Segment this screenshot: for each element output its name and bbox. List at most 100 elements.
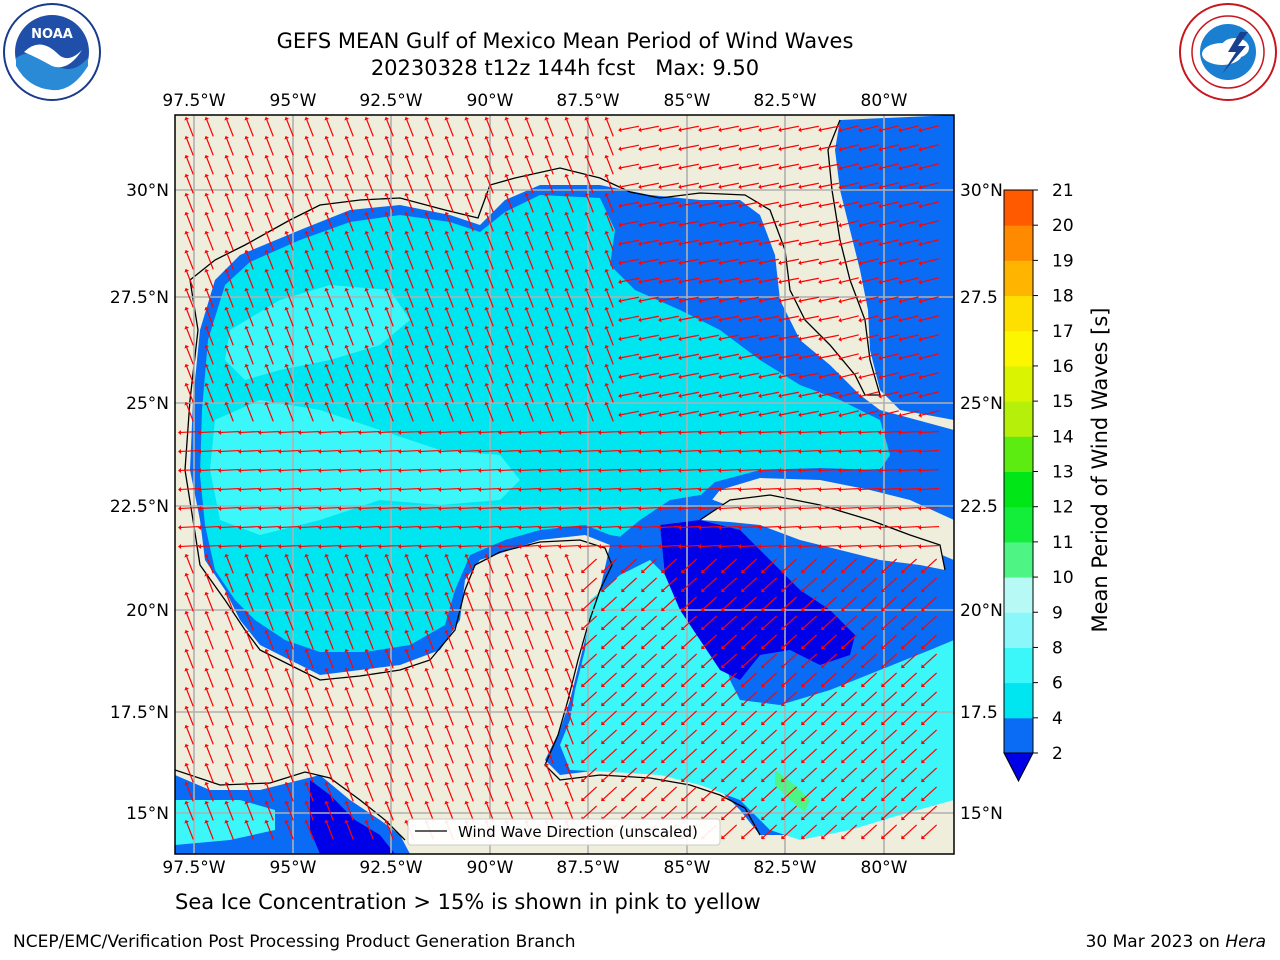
wind-arrow xyxy=(184,230,194,251)
wind-arrow xyxy=(224,762,234,783)
wind-arrow xyxy=(538,524,560,530)
wind-arrow xyxy=(918,277,939,285)
wind-arrow xyxy=(278,543,300,549)
wind-arrow xyxy=(921,596,938,612)
wind-arrow xyxy=(661,767,678,783)
wind-arrow xyxy=(498,524,520,530)
wind-arrow xyxy=(698,239,719,247)
wind-arrow xyxy=(484,325,494,346)
wind-arrow xyxy=(304,553,314,574)
wind-arrow xyxy=(258,505,280,511)
colorbar-segment xyxy=(1004,612,1033,648)
wind-arrow xyxy=(364,819,374,840)
wind-arrow xyxy=(858,334,879,342)
wind-arrow xyxy=(918,429,940,435)
wind-arrow xyxy=(618,315,639,323)
wind-arrow xyxy=(404,610,414,631)
wind-arrow xyxy=(661,577,678,593)
wind-arrow xyxy=(204,287,214,308)
wind-arrow xyxy=(544,344,554,365)
wind-arrow xyxy=(564,211,574,232)
wind-arrow xyxy=(324,610,334,631)
wind-arrow xyxy=(204,591,214,612)
wind-arrow xyxy=(678,505,700,511)
wind-arrow xyxy=(184,572,194,593)
wind-arrow xyxy=(721,748,738,764)
wind-arrow xyxy=(544,173,554,194)
wind-arrow xyxy=(224,116,234,137)
wind-arrow xyxy=(801,786,818,802)
wind-arrow xyxy=(218,543,240,549)
wind-arrow xyxy=(424,211,434,232)
wind-arrow xyxy=(444,686,454,707)
wind-arrow xyxy=(344,572,354,593)
wind-arrow xyxy=(364,724,374,745)
wind-arrow xyxy=(661,653,678,669)
coastline-pacific xyxy=(175,769,406,841)
wind-arrow xyxy=(658,467,680,473)
wind-arrow xyxy=(918,372,939,380)
wind-arrow xyxy=(324,211,334,232)
wind-arrow xyxy=(841,672,858,688)
wind-arrow xyxy=(678,125,699,133)
footer-producer: NCEP/EMC/Verification Post Processing Pr… xyxy=(13,932,576,952)
wind-arrow xyxy=(701,615,718,631)
wind-arrow xyxy=(304,116,314,137)
wind-arrow xyxy=(581,748,598,764)
wind-arrow xyxy=(398,448,420,454)
wind-arrow xyxy=(778,372,799,380)
wind-arrow xyxy=(204,173,214,194)
wind-arrow xyxy=(878,334,899,342)
wind-arrow xyxy=(801,653,818,669)
wind-arrow xyxy=(658,334,679,342)
wind-arrow xyxy=(858,144,879,152)
wind-arrow xyxy=(738,448,760,454)
wind-arrow xyxy=(404,648,414,669)
wind-arrow xyxy=(781,710,798,726)
wind-arrow xyxy=(781,786,798,802)
wind-arrow xyxy=(264,268,274,289)
wind-arrow xyxy=(244,553,254,574)
wind-arrow xyxy=(718,543,740,549)
wind-arrow xyxy=(761,577,778,593)
wind-arrow xyxy=(518,524,540,530)
lat-tick-left: 15°N xyxy=(126,804,169,824)
wind-arrow xyxy=(761,672,778,688)
wind-arrow xyxy=(504,667,514,688)
wind-arrow xyxy=(638,543,660,549)
wind-arrow xyxy=(504,249,514,270)
wind-arrow xyxy=(184,819,194,840)
wind-arrow xyxy=(584,344,594,365)
wind-arrow xyxy=(424,192,434,213)
legend-label: Wind Wave Direction (unscaled) xyxy=(458,823,698,841)
wind-arrow xyxy=(338,429,360,435)
wind-arrow xyxy=(484,743,494,764)
wind-arrow xyxy=(364,306,374,327)
wind-arrow xyxy=(584,173,594,194)
colorbar-tick: 13 xyxy=(1052,463,1074,483)
wind-arrow xyxy=(821,615,838,631)
wind-arrow xyxy=(384,591,394,612)
wind-arrow xyxy=(838,201,859,209)
wind-arrow xyxy=(504,686,514,707)
wind-arrow xyxy=(621,558,638,574)
wind-arrow xyxy=(238,467,260,473)
wind-arrow xyxy=(304,629,314,650)
sea-ice-note: Sea Ice Concentration > 15% is shown in … xyxy=(175,890,1135,914)
wind-arrow xyxy=(424,591,434,612)
wind-arrow xyxy=(741,805,758,821)
wind-arrow xyxy=(384,211,394,232)
wind-arrow xyxy=(344,173,354,194)
wind-arrow xyxy=(721,558,738,574)
wind-arrow xyxy=(438,429,460,435)
wind-arrow xyxy=(264,705,274,726)
wind-arrow xyxy=(721,653,738,669)
wind-arrow xyxy=(598,524,620,530)
wind-arrow xyxy=(621,786,638,802)
wind-arrow xyxy=(821,577,838,593)
wind-arrow xyxy=(464,401,474,422)
wind-arrow xyxy=(264,173,274,194)
wind-arrow xyxy=(524,743,534,764)
wind-arrow xyxy=(658,391,679,399)
wind-arrow xyxy=(638,391,659,399)
